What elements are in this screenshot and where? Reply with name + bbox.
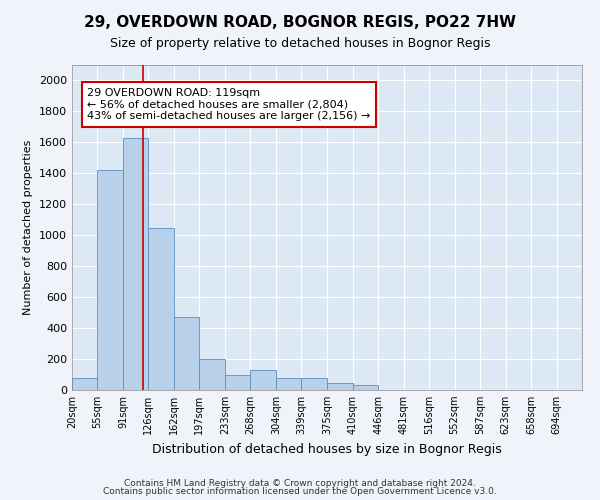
Bar <box>301 378 328 390</box>
Bar <box>353 386 379 390</box>
Text: Contains HM Land Registry data © Crown copyright and database right 2024.: Contains HM Land Registry data © Crown c… <box>124 478 476 488</box>
X-axis label: Distribution of detached houses by size in Bognor Regis: Distribution of detached houses by size … <box>152 442 502 456</box>
Bar <box>328 383 353 390</box>
Bar <box>148 228 174 390</box>
Text: Contains public sector information licensed under the Open Government Licence v3: Contains public sector information licen… <box>103 487 497 496</box>
Bar <box>250 370 276 390</box>
Bar <box>123 138 148 390</box>
Y-axis label: Number of detached properties: Number of detached properties <box>23 140 34 315</box>
Text: 29, OVERDOWN ROAD, BOGNOR REGIS, PO22 7HW: 29, OVERDOWN ROAD, BOGNOR REGIS, PO22 7H… <box>84 15 516 30</box>
Bar <box>97 170 123 390</box>
Bar <box>199 359 225 390</box>
Text: Size of property relative to detached houses in Bognor Regis: Size of property relative to detached ho… <box>110 38 490 51</box>
Bar <box>72 378 97 390</box>
Bar <box>174 318 199 390</box>
Text: 29 OVERDOWN ROAD: 119sqm
← 56% of detached houses are smaller (2,804)
43% of sem: 29 OVERDOWN ROAD: 119sqm ← 56% of detach… <box>88 88 371 121</box>
Bar <box>225 374 250 390</box>
Bar <box>276 378 301 390</box>
